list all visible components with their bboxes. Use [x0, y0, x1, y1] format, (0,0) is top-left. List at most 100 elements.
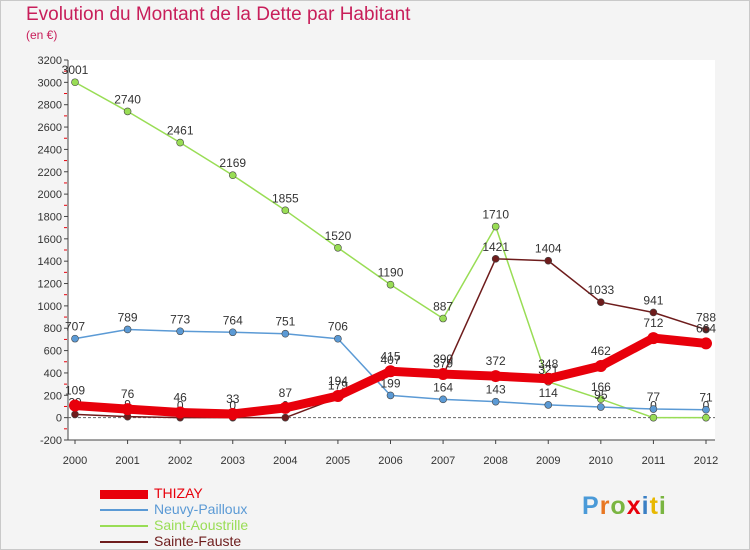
chart-subtitle: (en €): [26, 28, 58, 42]
data-point-neuvy-pailloux: [544, 401, 553, 409]
proxiti-logo: Proxiti: [582, 492, 667, 521]
data-label-sainte-fauste: 1404: [535, 242, 562, 256]
data-label-saint-aoustrille: 0: [703, 399, 710, 413]
data-label-neuvy-pailloux: 789: [118, 310, 138, 324]
x-tick-label: 2004: [273, 455, 297, 467]
legend-label-saint-aoustrille: Saint-Aoustrille: [154, 517, 249, 533]
data-point-neuvy-pailloux: [597, 403, 605, 411]
data-point-thizay: [489, 370, 502, 383]
data-label-neuvy-pailloux: 71: [699, 391, 713, 405]
data-label-neuvy-pailloux: 764: [223, 313, 243, 327]
data-point-saint-aoustrille: [386, 280, 395, 289]
data-point-neuvy-pailloux: [228, 328, 237, 337]
data-point-thizay: [542, 372, 555, 385]
data-point-neuvy-pailloux: [281, 329, 290, 338]
data-point-thizay: [594, 360, 607, 373]
x-tick-label: 2012: [694, 455, 718, 467]
y-tick-label: 3000: [38, 77, 62, 89]
data-label-thizay: 348: [538, 357, 558, 371]
data-point-saint-aoustrille: [176, 138, 184, 147]
data-label-sainte-fauste: 407: [380, 353, 400, 367]
data-label-thizay: 46: [173, 391, 187, 405]
y-tick-label: 2200: [38, 167, 62, 179]
y-tick-label: 400: [44, 368, 62, 380]
data-point-saint-aoustrille: [439, 314, 447, 323]
data-label-neuvy-pailloux: 199: [380, 376, 400, 390]
data-label-sainte-fauste: 0: [177, 399, 184, 413]
data-label-neuvy-pailloux: 707: [65, 320, 85, 334]
data-label-saint-aoustrille: 887: [433, 300, 453, 314]
legend-swatch-thizay: [100, 490, 148, 499]
y-tick-label: 1400: [38, 256, 62, 268]
data-label-saint-aoustrille: 1190: [378, 266, 404, 280]
data-label-saint-aoustrille: 2461: [167, 124, 194, 138]
y-tick-label: 2600: [38, 122, 62, 134]
data-point-thizay: [331, 389, 344, 402]
data-label-thizay: 664: [696, 321, 716, 335]
data-point-sainte-fauste: [702, 325, 710, 334]
y-tick-label: 3200: [38, 55, 62, 67]
x-tick-label: 2003: [221, 455, 245, 467]
data-point-thizay: [69, 399, 81, 412]
data-label-neuvy-pailloux: 95: [594, 388, 608, 402]
data-label-thizay: 109: [65, 383, 85, 397]
data-point-saint-aoustrille: [281, 206, 290, 215]
data-point-sainte-fauste: [649, 308, 658, 317]
data-label-saint-aoustrille: 166: [591, 380, 611, 394]
data-label-saint-aoustrille: 1710: [482, 208, 509, 222]
data-label-sainte-fauste: 941: [643, 293, 663, 307]
x-tick-label: 2010: [589, 455, 613, 467]
data-point-saint-aoustrille: [123, 107, 132, 116]
y-tick-label: -200: [40, 435, 62, 447]
data-point-sainte-fauste: [491, 255, 500, 263]
x-tick-label: 2001: [115, 455, 139, 467]
data-label-saint-aoustrille: 3001: [62, 63, 89, 77]
data-point-thizay: [174, 406, 187, 419]
data-label-sainte-fauste: 1033: [587, 283, 614, 297]
data-label-sainte-fauste: 379: [433, 356, 453, 370]
legend-swatch-saint-aoustrille: [100, 525, 148, 527]
data-point-neuvy-pailloux: [439, 395, 447, 404]
data-label-thizay: 415: [380, 349, 400, 363]
logo-letter: t: [649, 492, 659, 520]
x-tick-label: 2011: [642, 455, 666, 467]
y-tick-label: 200: [44, 390, 62, 402]
data-label-neuvy-pailloux: 773: [170, 312, 190, 326]
data-label-saint-aoustrille: 1520: [325, 229, 352, 243]
data-point-neuvy-pailloux: [71, 334, 79, 343]
data-label-thizay: 87: [279, 386, 293, 400]
data-point-saint-aoustrille: [597, 395, 605, 403]
data-point-saint-aoustrille: [71, 78, 79, 87]
logo-letter: r: [599, 492, 611, 520]
y-tick-label: 0: [56, 413, 62, 425]
x-tick-label: 2000: [63, 455, 87, 467]
y-tick-label: 1800: [38, 211, 62, 223]
y-tick-label: 600: [44, 346, 62, 358]
y-tick-label: 2800: [38, 100, 62, 112]
legend-label-sainte-fauste: Sainte-Fauste: [154, 533, 242, 549]
legend-swatch-sainte-fauste: [100, 541, 148, 543]
legend-label-thizay: THIZAY: [154, 485, 203, 501]
data-label-thizay: 76: [121, 387, 135, 401]
data-point-thizay: [700, 337, 712, 350]
data-label-neuvy-pailloux: 751: [275, 315, 295, 329]
x-tick-label: 2007: [431, 455, 455, 467]
data-label-sainte-fauste: 1421: [482, 240, 509, 254]
data-label-neuvy-pailloux: 164: [433, 380, 453, 394]
data-label-neuvy-pailloux: 77: [647, 390, 661, 404]
data-label-thizay: 462: [591, 344, 611, 358]
x-tick-label: 2008: [483, 455, 507, 467]
data-point-sainte-fauste: [597, 298, 605, 306]
data-point-saint-aoustrille: [491, 222, 500, 231]
data-label-neuvy-pailloux: 143: [486, 383, 506, 397]
data-label-thizay: 33: [226, 392, 240, 406]
data-point-saint-aoustrille: [702, 413, 710, 422]
y-tick-label: 800: [44, 323, 62, 335]
x-tick-label: 2005: [326, 455, 350, 467]
data-label-thizay: 712: [643, 316, 663, 330]
legend-swatch-neuvy-pailloux: [100, 509, 148, 511]
data-point-neuvy-pailloux: [176, 327, 184, 336]
data-point-thizay: [121, 403, 134, 416]
y-tick-label: 2400: [38, 144, 62, 156]
